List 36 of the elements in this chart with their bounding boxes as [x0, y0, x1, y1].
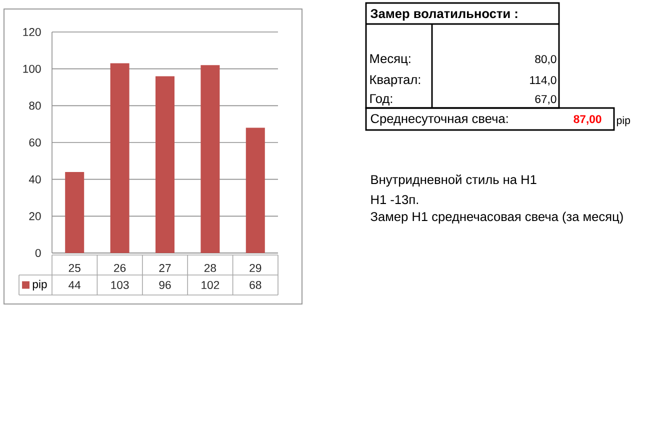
y-tick-label: 120 — [23, 28, 41, 36]
y-tick-label: 0 — [35, 248, 41, 258]
data-label: 103 — [111, 280, 129, 290]
bar — [200, 65, 220, 253]
bar — [110, 63, 130, 253]
text: 87,00 — [574, 115, 602, 125]
x-tick-label: 25 — [68, 264, 80, 272]
data-label: 44 — [68, 281, 81, 289]
legend-label: pip — [32, 280, 47, 290]
text: Месяц: — [370, 54, 410, 66]
y-tick-label: 80 — [29, 102, 41, 110]
y-tick-label: 60 — [29, 138, 41, 147]
data-label: 102 — [202, 280, 220, 290]
text: Среднесуточная свеча: — [370, 114, 508, 126]
y-tick-label: 20 — [29, 212, 41, 220]
bar — [156, 76, 174, 253]
text: Квартал: — [370, 75, 420, 87]
text: Год: — [370, 94, 392, 106]
data-label: 68 — [250, 280, 262, 290]
text: 80,0 — [535, 55, 556, 64]
x-tick-label: 28 — [204, 264, 216, 272]
bar — [65, 172, 84, 253]
text: H1 -13п. — [371, 195, 418, 204]
x-tick-label: 29 — [250, 264, 262, 272]
text: pip — [616, 116, 630, 126]
text: 114,0 — [530, 76, 556, 86]
data-label: 96 — [159, 280, 171, 290]
text: 67,0 — [535, 95, 556, 104]
x-tick-label: 27 — [159, 264, 171, 272]
y-tick-label: 40 — [28, 175, 41, 184]
text: Замер волатильности : — [370, 9, 518, 21]
bar — [246, 128, 265, 253]
text: Замер H1 среднечасовая свеча (за месяц) — [370, 212, 623, 224]
x-tick-label: 26 — [114, 264, 126, 272]
text: Внутридневной стиль на H1 — [371, 174, 536, 187]
y-tick-label: 100 — [23, 64, 41, 73]
